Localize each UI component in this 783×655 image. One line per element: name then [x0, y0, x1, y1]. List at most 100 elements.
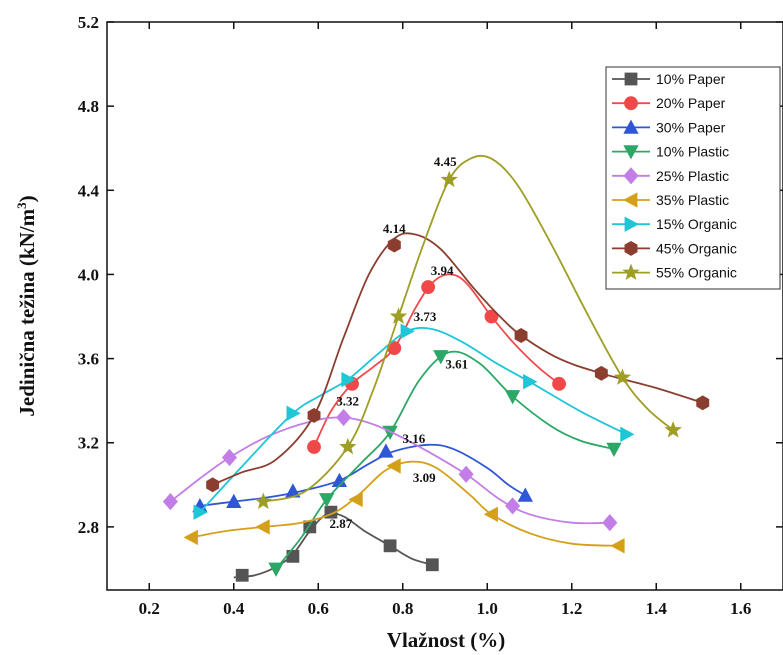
data-point	[517, 487, 533, 502]
legend-entry: 15% Organic	[612, 216, 737, 232]
data-point	[552, 376, 566, 391]
peak-label: 3.16	[403, 431, 426, 446]
data-point	[696, 395, 710, 411]
legend-label: 45% Organic	[656, 240, 737, 256]
legend-label: 10% Plastic	[656, 144, 729, 160]
data-point	[319, 493, 335, 508]
legend-label: 15% Organic	[656, 216, 737, 232]
data-point	[458, 465, 474, 483]
data-point	[400, 323, 415, 339]
legend-entry: 10% Plastic	[612, 144, 729, 160]
y-tick-label: 4.0	[78, 265, 99, 284]
data-point	[226, 493, 242, 509]
legend-label: 35% Plastic	[656, 192, 729, 208]
data-point	[206, 477, 220, 493]
legend-entry: 35% Plastic	[612, 192, 729, 208]
peak-label: 3.61	[445, 357, 468, 372]
x-tick-label: 0.2	[139, 599, 160, 618]
data-point	[339, 437, 357, 455]
y-tick-label: 4.8	[78, 97, 99, 116]
data-point	[483, 506, 498, 522]
y-tick-label: 5.2	[78, 13, 99, 32]
data-point	[348, 491, 363, 508]
data-point	[504, 390, 521, 405]
x-tick-label: 0.4	[223, 599, 245, 618]
data-point	[523, 374, 538, 390]
data-point	[433, 350, 449, 365]
data-point	[425, 558, 439, 572]
legend-marker	[624, 216, 639, 232]
data-point	[254, 492, 272, 510]
x-tick-label: 0.6	[308, 599, 329, 618]
x-tick-label: 1.4	[646, 599, 668, 618]
series-7	[206, 232, 710, 493]
y-axis-title-end: )	[15, 195, 39, 202]
legend-marker	[624, 96, 638, 111]
data-point	[162, 492, 178, 511]
x-axis-title: Vlažnost (%)	[387, 628, 505, 652]
series-line	[212, 232, 703, 486]
legend-entry: 25% Plastic	[612, 167, 729, 185]
peak-label: 3.94	[431, 263, 454, 278]
legend-label: 30% Paper	[656, 119, 726, 135]
x-tick-label: 1.0	[477, 599, 498, 618]
peak-label: 3.73	[414, 309, 437, 324]
data-point	[594, 365, 608, 381]
legend-entry: 10% Paper	[612, 71, 726, 87]
y-axis-title-main: Jedinična težina (kN/m	[15, 208, 39, 416]
series-6	[193, 323, 635, 520]
y-tick-label: 4.4	[78, 181, 100, 200]
data-point	[613, 368, 632, 385]
data-point	[386, 458, 401, 474]
y-tick-label: 3.6	[78, 350, 99, 369]
data-point	[421, 280, 436, 294]
series-8	[254, 154, 682, 510]
data-point	[183, 529, 198, 546]
data-point	[336, 408, 352, 427]
x-tick-label: 1.2	[561, 599, 582, 618]
legend-marker	[624, 240, 638, 256]
legend-entry: 55% Organic	[612, 263, 737, 281]
y-axis-title-sup: 3	[14, 202, 29, 209]
series-1	[307, 273, 566, 454]
data-point	[602, 514, 618, 532]
series-line	[263, 154, 674, 503]
legend-marker	[623, 167, 639, 185]
data-point	[514, 328, 528, 343]
legend-marker	[623, 145, 639, 160]
data-point	[221, 448, 238, 467]
legend-marker	[624, 72, 638, 86]
legend-entry: 20% Paper	[612, 95, 726, 111]
series-0	[233, 505, 439, 582]
legend-entry: 30% Paper	[612, 119, 726, 135]
legend-marker	[622, 263, 640, 281]
peak-label: 4.14	[383, 221, 406, 236]
data-point	[387, 237, 401, 253]
x-tick-label: 0.8	[392, 599, 413, 618]
data-point	[255, 519, 270, 535]
peak-label: 3.09	[413, 470, 436, 485]
x-tick-label: 1.6	[730, 599, 751, 618]
data-point	[235, 568, 249, 582]
series-4	[162, 408, 618, 532]
peak-label: 3.32	[336, 394, 359, 409]
peak-label: 4.45	[434, 154, 457, 169]
data-point	[383, 539, 397, 553]
series-5	[183, 458, 625, 554]
legend-marker	[623, 119, 639, 134]
y-axis-title: Jedinična težina (kN/m3)	[14, 195, 39, 416]
data-point	[286, 405, 301, 421]
data-point	[307, 440, 321, 454]
legend-label: 10% Paper	[656, 71, 726, 87]
legend-marker	[623, 192, 638, 208]
data-point	[341, 371, 356, 388]
legend-entry: 45% Organic	[612, 240, 737, 256]
y-tick-label: 3.2	[78, 434, 99, 453]
legend-label: 25% Plastic	[656, 168, 729, 184]
data-point	[193, 504, 208, 520]
y-tick-label: 2.8	[78, 518, 99, 537]
data-point	[389, 307, 408, 324]
data-point	[307, 407, 321, 423]
data-point	[440, 170, 458, 188]
